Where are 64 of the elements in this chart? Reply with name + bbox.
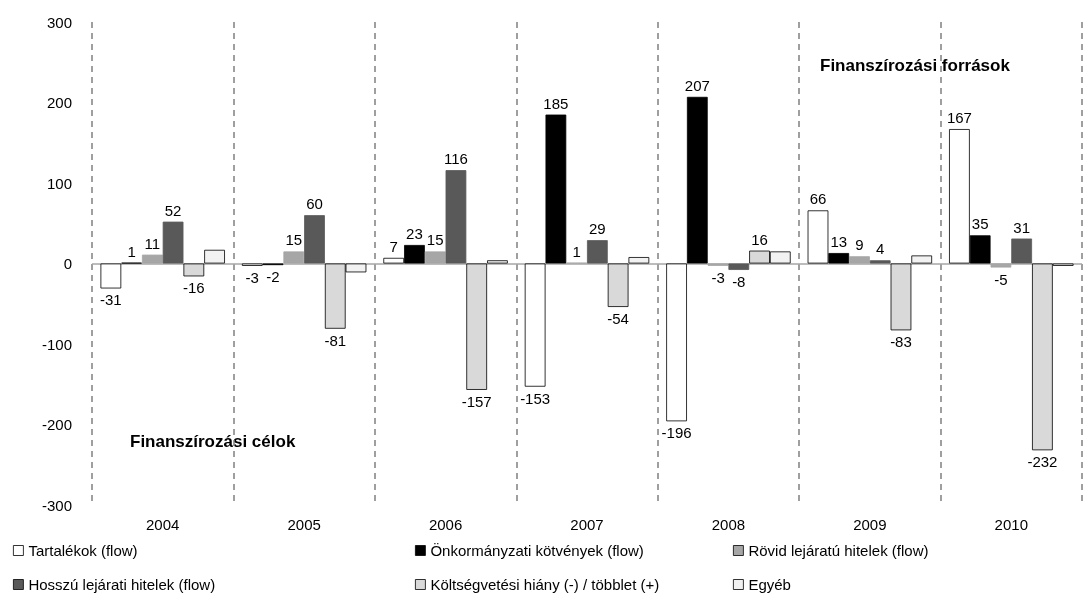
data-label: 16 [751,230,768,248]
x-tick-label: 2009 [853,516,887,533]
data-label: 7 [389,237,398,255]
data-label: -196 [661,424,692,442]
data-label: 15 [426,231,444,249]
data-label: -3 [711,268,725,286]
data-label: 13 [830,233,848,251]
data-label: 29 [589,220,606,238]
x-tick-label: 2007 [570,516,604,533]
data-label: -5 [994,270,1008,288]
y-tick-label: 0 [63,255,72,272]
data-label: -81 [324,331,347,349]
data-label: 116 [443,150,468,168]
legend-label: Tartalékok (flow) [28,542,138,559]
y-tick-label: 100 [46,174,72,192]
data-label: -31 [100,291,122,309]
legend-label: Rövid lejáratú hitelek (flow) [748,542,929,559]
y-tick-label: -100 [41,335,72,353]
annotation: Finanszírozási források [820,56,1011,75]
data-label: 31 [1013,218,1030,236]
data-label: 1 [127,242,136,260]
x-tick-label: 2006 [428,516,463,533]
bar [304,215,325,264]
y-tick-label: 300 [46,13,72,31]
data-label: 9 [855,236,864,254]
y-tick-label: -300 [41,496,72,514]
x-tick-label: 2010 [994,516,1028,533]
data-label: -8 [732,272,746,290]
data-label: 23 [406,224,423,242]
data-label: 60 [306,195,323,213]
data-label: -157 [461,392,492,410]
data-label: 4 [876,240,885,258]
data-label: 1 [572,242,581,260]
legend-label: Hosszú lejárati hitelek (flow) [28,576,216,593]
data-label: -2 [266,268,280,286]
bar [1011,238,1033,264]
data-label: -54 [607,309,629,327]
data-label: 11 [144,234,161,252]
data-label: -16 [182,279,205,297]
data-label: -153 [520,389,551,407]
bar [162,221,184,264]
y-tick-label: 200 [46,94,72,111]
data-label: -83 [890,333,912,351]
y-tick-label: -200 [41,416,72,433]
data-label: 167 [946,109,972,127]
data-label: -3 [245,268,259,286]
x-tick-label: 2008 [711,516,746,533]
legend-label: Önkormányzati kötvények (flow) [430,542,644,559]
x-tick-label: 2005 [287,516,321,533]
legend-label: Egyéb [748,576,791,593]
data-label: 185 [543,94,569,112]
legend-label: Költségvetési hiány (-) / többlet (+) [430,576,660,593]
annotation: Finanszírozási célok [130,432,296,451]
data-label: 52 [164,201,182,219]
data-label: 35 [971,215,989,233]
bar [869,260,891,264]
data-label: 66 [809,190,827,208]
bar [728,263,750,270]
data-label: 207 [684,76,710,94]
x-tick-label: 2004 [146,516,180,533]
data-label: 15 [285,231,303,249]
bar [445,170,467,264]
data-label: -232 [1027,453,1058,471]
bar [587,240,608,264]
